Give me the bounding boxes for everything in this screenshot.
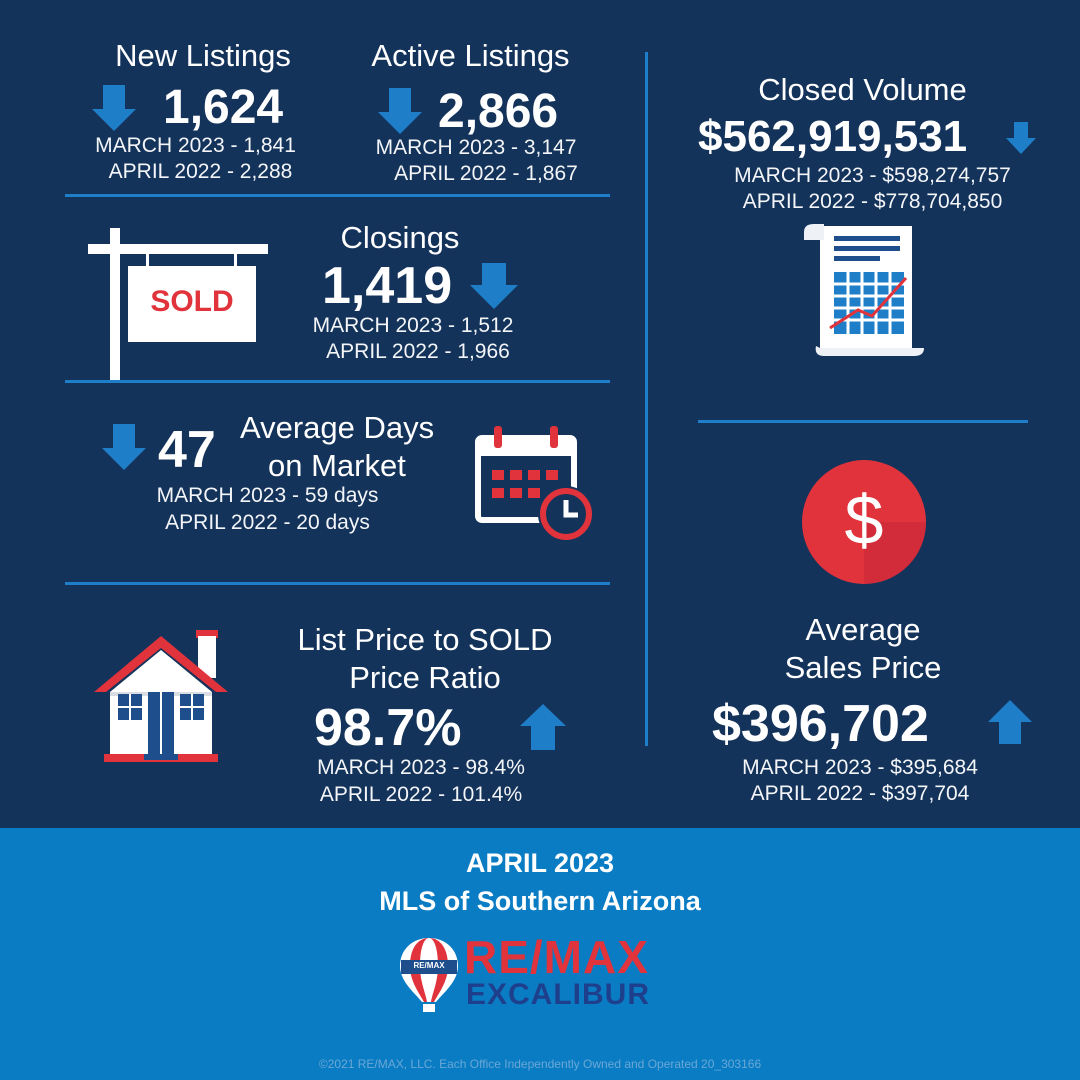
calendar-clock-icon bbox=[475, 426, 594, 542]
ratio-prev-year: APRIL 2022 - 101.4% bbox=[319, 783, 523, 806]
arrow-up-icon bbox=[520, 704, 566, 750]
arrow-down-icon bbox=[1006, 122, 1036, 154]
sales-price-title-line2: Sales Price bbox=[784, 650, 942, 685]
sold-sign-icon bbox=[88, 228, 268, 382]
arrow-up-icon bbox=[988, 700, 1032, 744]
days-value: 47 bbox=[158, 421, 216, 479]
ratio-prev-month: MARCH 2023 - 98.4% bbox=[317, 756, 525, 779]
office-name: EXCALIBUR bbox=[466, 978, 651, 1011]
new-listings-value: 1,624 bbox=[163, 81, 284, 134]
active-listings-prev-month: MARCH 2023 - 3,147 bbox=[375, 136, 577, 159]
copyright-notice: ©2021 RE/MAX, LLC. Each Office Independe… bbox=[318, 1057, 762, 1071]
new-listings-prev-month: MARCH 2023 - 1,841 bbox=[95, 134, 296, 157]
house-icon bbox=[94, 630, 228, 762]
closed-volume-title: Closed Volume bbox=[758, 72, 967, 107]
dollar-coin-icon bbox=[802, 460, 926, 584]
arrow-down-icon bbox=[470, 263, 518, 309]
active-listings-value: 2,866 bbox=[438, 85, 559, 138]
balloon-label: RE/MAX bbox=[413, 961, 445, 970]
sales-price-title-line1: Average bbox=[805, 612, 921, 647]
dollar-coin-symbol: $ bbox=[844, 481, 884, 559]
sold-sign-text: SOLD bbox=[150, 285, 234, 318]
closings-title: Closings bbox=[340, 220, 460, 255]
days-prev-year: APRIL 2022 - 20 days bbox=[165, 511, 370, 534]
divider bbox=[698, 420, 1028, 423]
closings-value: 1,419 bbox=[322, 257, 453, 315]
ratio-title-line2: Price Ratio bbox=[349, 660, 501, 695]
arrow-down-icon bbox=[102, 424, 146, 470]
footer: APRIL 2023 MLS of Southern Arizona RE/MA… bbox=[0, 828, 1080, 1080]
divider bbox=[65, 582, 610, 585]
active-listings-prev-year: APRIL 2022 - 1,867 bbox=[394, 162, 578, 185]
sales-price-prev-year: APRIL 2022 - $397,704 bbox=[750, 782, 970, 805]
column-divider bbox=[645, 52, 648, 746]
divider bbox=[65, 194, 610, 197]
closings-prev-month: MARCH 2023 - 1,512 bbox=[312, 314, 514, 337]
footer-region: MLS of Southern Arizona bbox=[379, 886, 701, 916]
brand-name: RE/MAX bbox=[464, 931, 649, 983]
sales-price-value: $396,702 bbox=[712, 695, 929, 753]
new-listings-title: New Listings bbox=[115, 38, 291, 73]
closed-volume-prev-year: APRIL 2022 - $778,704,850 bbox=[742, 190, 1003, 213]
ratio-title-line1: List Price to SOLD bbox=[297, 622, 553, 657]
new-listings-prev-year: APRIL 2022 - 2,288 bbox=[108, 160, 293, 183]
arrow-down-icon bbox=[378, 88, 422, 134]
closed-volume-prev-month: MARCH 2023 - $598,274,757 bbox=[734, 164, 1011, 187]
report-chart-icon bbox=[804, 224, 924, 356]
arrow-down-icon bbox=[92, 85, 136, 131]
sales-price-prev-month: MARCH 2023 - $395,684 bbox=[742, 756, 978, 779]
footer-period: APRIL 2023 bbox=[465, 848, 615, 878]
ratio-value: 98.7% bbox=[314, 699, 462, 757]
closed-volume-value: $562,919,531 bbox=[698, 112, 968, 161]
active-listings-title: Active Listings bbox=[371, 38, 570, 73]
days-title-line2: on Market bbox=[268, 448, 406, 483]
hot-air-balloon-logo bbox=[400, 938, 458, 1012]
divider bbox=[65, 380, 610, 383]
days-title-line1: Average Days bbox=[240, 410, 435, 445]
days-prev-month: MARCH 2023 - 59 days bbox=[156, 484, 379, 507]
closings-prev-year: APRIL 2022 - 1,966 bbox=[326, 340, 510, 363]
